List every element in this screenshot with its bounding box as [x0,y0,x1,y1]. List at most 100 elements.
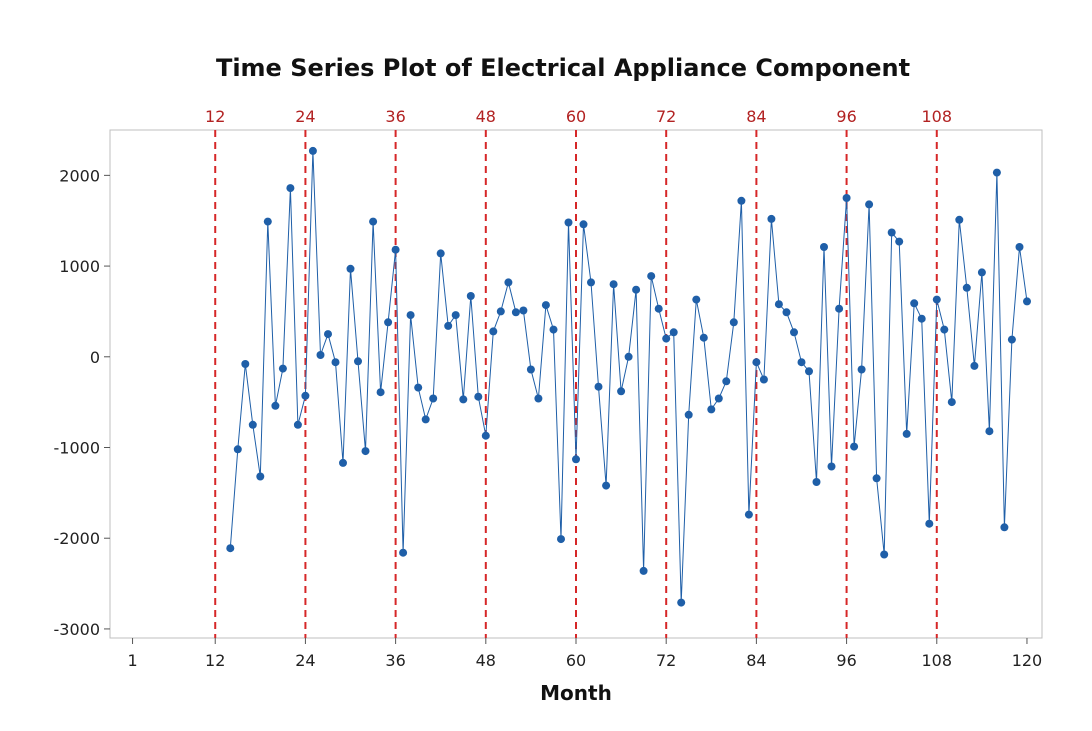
data-point [842,194,851,202]
reference-line-label: 60 [566,107,586,126]
y-tick-label: -1000 [54,439,101,458]
data-point [805,367,813,376]
data-point [782,308,791,317]
data-point [744,510,753,519]
data-point [256,472,265,481]
data-point [541,301,550,310]
y-tick-label: 0 [90,348,100,367]
data-point [436,249,445,258]
data-point [647,272,656,281]
data-point [549,325,558,334]
data-point [737,196,746,205]
data-point [354,357,362,366]
data-point [459,395,468,404]
data-point [481,431,490,440]
reference-line-label: 48 [476,107,496,126]
data-point [504,278,513,287]
data-point [451,311,460,320]
data-point [609,280,618,289]
data-point [331,358,340,367]
x-tick-label: 12 [205,651,225,670]
data-point [662,334,671,343]
reference-line-label: 108 [922,107,953,126]
data-point [324,330,332,339]
data-point [346,264,355,273]
data-point [339,458,347,467]
data-point [263,217,272,226]
data-point [887,228,896,237]
data-point [669,328,678,337]
data-point [1000,523,1009,532]
data-point [759,375,768,384]
data-point [248,420,257,429]
data-point [940,325,949,334]
data-point [624,352,633,361]
data-point [1015,243,1024,251]
data-point [692,295,701,304]
data-point [654,304,663,313]
data-point [572,455,580,464]
data-point [865,200,874,209]
x-tick-label: 108 [922,651,953,670]
data-point [774,300,783,309]
data-point [519,306,528,315]
data-point [361,447,370,456]
data-point [286,184,295,193]
data-point [977,268,986,277]
data-point [699,333,708,342]
data-point [444,321,453,330]
data-point [880,550,889,559]
data-point [684,410,693,419]
data-point [812,478,821,486]
data-point [617,387,626,396]
data-point [489,327,498,336]
x-tick-label: 72 [656,651,676,670]
data-point [797,358,806,367]
data-point [925,519,934,528]
data-point [376,388,385,397]
data-point [790,328,798,337]
data-point [632,285,641,294]
reference-line-label: 36 [385,107,405,126]
data-point [639,566,648,575]
y-tick-label: -3000 [54,620,101,639]
reference-line-label: 12 [205,107,225,126]
data-point [752,358,761,367]
data-point [594,382,603,391]
reference-line-label: 72 [656,107,676,126]
data-point [557,535,565,544]
y-tick-label: 1000 [59,257,100,276]
data-point [511,308,520,317]
data-point [534,394,543,403]
x-tick-label: 60 [566,651,586,670]
data-point [579,220,588,229]
x-axis: 1 12 24 36 48 60 72 84 96 108 120 [127,638,1042,670]
data-point [271,401,280,410]
x-tick-label: 120 [1012,651,1043,670]
x-tick-label: 96 [836,651,856,670]
data-point [466,292,475,300]
data-point [406,311,415,320]
data-point [369,217,378,226]
x-tick-label: 1 [127,651,137,670]
data-point [414,383,423,392]
data-point [955,215,964,224]
y-tick-label: -2000 [54,529,101,548]
data-point [602,481,611,490]
x-tick-label: 36 [385,651,405,670]
data-point [857,365,866,374]
data-point [917,314,926,323]
data-point [962,283,971,292]
data-point [872,474,881,483]
data-point [722,377,731,386]
data-point [474,392,483,401]
data-point [767,214,776,223]
data-point [902,429,911,438]
x-tick-label: 84 [746,651,766,670]
data-point [308,146,317,155]
data-point [293,420,302,429]
data-point [1023,297,1031,306]
data-point [384,318,393,327]
data-point [526,365,535,374]
